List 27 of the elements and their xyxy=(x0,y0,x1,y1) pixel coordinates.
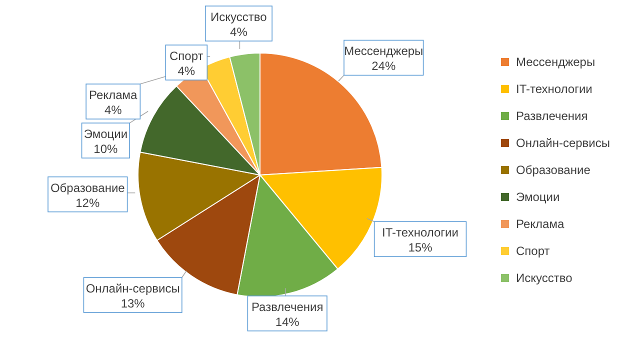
slice-label: Образование xyxy=(50,180,126,195)
data-label: 14% xyxy=(275,314,300,329)
slice-label: Эмоции xyxy=(84,127,128,142)
legend-label: Онлайн-сервисы xyxy=(516,136,610,150)
data-label: 12% xyxy=(76,196,100,210)
legend-label: Искусство xyxy=(516,271,572,285)
legend-label: IT-технологии xyxy=(516,82,592,96)
legend-label: Мессенджеры xyxy=(516,55,596,69)
slice-label: Развлечения xyxy=(251,300,324,314)
legend-label: Спорт xyxy=(516,244,550,258)
data-label: 4% xyxy=(178,64,196,78)
data-label: 24% xyxy=(372,59,396,74)
slice-label: Спорт xyxy=(170,49,204,64)
slice-label: Мессенджеры xyxy=(344,44,424,58)
legend-label: Реклама xyxy=(516,217,564,231)
legend-label: Эмоции xyxy=(516,190,560,204)
data-label: 10% xyxy=(94,142,118,156)
slice-label: IT-технологии xyxy=(382,226,458,240)
data-label: 4% xyxy=(104,103,122,118)
slice-label: Реклама xyxy=(89,88,138,102)
data-label: 13% xyxy=(120,296,146,311)
slice-label: Онлайн-сервисы xyxy=(86,282,180,296)
data-label: 15% xyxy=(408,240,433,255)
data-label: 4% xyxy=(230,25,248,40)
slice-label: Искусство xyxy=(210,10,268,24)
legend-label: Образование xyxy=(516,163,590,177)
legend-label: Развлечения xyxy=(516,109,588,123)
